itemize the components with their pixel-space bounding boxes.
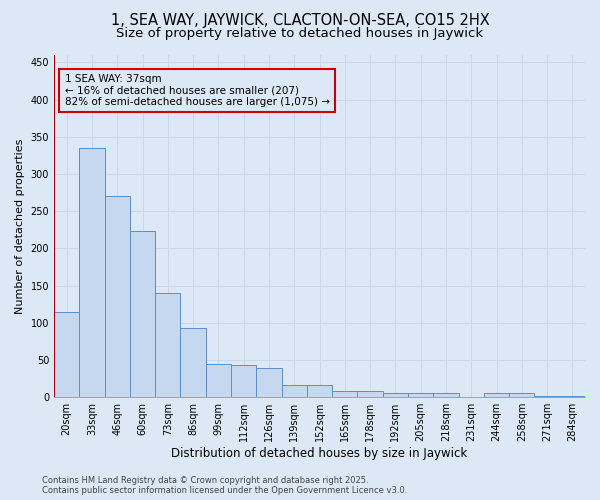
Bar bbox=[130, 232, 155, 397]
Bar bbox=[307, 386, 332, 397]
Bar bbox=[231, 365, 256, 397]
Bar bbox=[256, 368, 281, 397]
Bar bbox=[383, 394, 408, 397]
Bar bbox=[509, 392, 535, 397]
Text: 1 SEA WAY: 37sqm
← 16% of detached houses are smaller (207)
82% of semi-detached: 1 SEA WAY: 37sqm ← 16% of detached house… bbox=[65, 74, 329, 107]
Bar bbox=[79, 148, 104, 397]
Bar bbox=[155, 293, 181, 397]
Bar bbox=[408, 394, 433, 397]
Bar bbox=[181, 328, 206, 397]
Text: Size of property relative to detached houses in Jaywick: Size of property relative to detached ho… bbox=[116, 28, 484, 40]
Bar bbox=[535, 396, 560, 397]
Text: Contains HM Land Registry data © Crown copyright and database right 2025.
Contai: Contains HM Land Registry data © Crown c… bbox=[42, 476, 407, 495]
Bar bbox=[206, 364, 231, 397]
Bar bbox=[104, 196, 130, 397]
X-axis label: Distribution of detached houses by size in Jaywick: Distribution of detached houses by size … bbox=[172, 447, 467, 460]
Bar bbox=[281, 386, 307, 397]
Bar bbox=[433, 394, 458, 397]
Bar bbox=[358, 390, 383, 397]
Bar bbox=[560, 396, 585, 397]
Bar bbox=[54, 312, 79, 397]
Bar bbox=[484, 394, 509, 397]
Bar bbox=[332, 390, 358, 397]
Text: 1, SEA WAY, JAYWICK, CLACTON-ON-SEA, CO15 2HX: 1, SEA WAY, JAYWICK, CLACTON-ON-SEA, CO1… bbox=[110, 12, 490, 28]
Y-axis label: Number of detached properties: Number of detached properties bbox=[15, 138, 25, 314]
